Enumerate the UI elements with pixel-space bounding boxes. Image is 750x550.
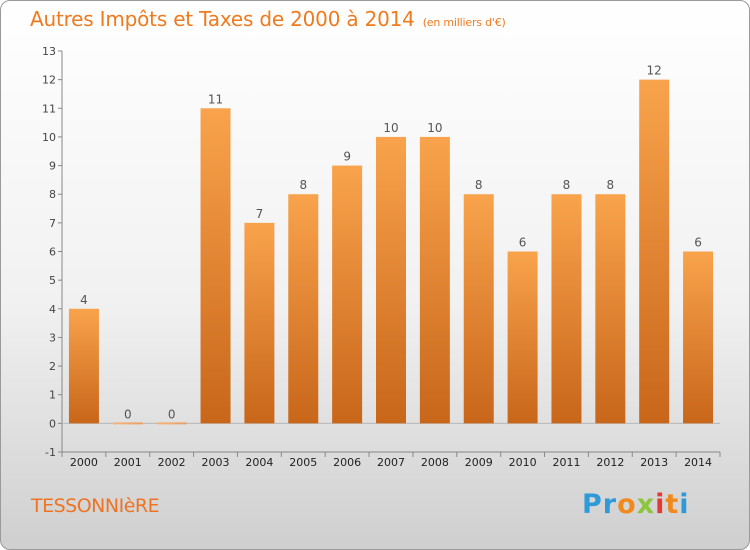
- data-label: 6: [519, 236, 527, 250]
- x-tick-label: 2007: [377, 456, 405, 469]
- x-tick-label: 2008: [421, 456, 449, 469]
- y-tick-label: 6: [49, 246, 56, 259]
- y-tick-label: 9: [49, 160, 56, 173]
- chart-labels: 4 2000 0 2001 0 2002 11 2003 7 2004 8 2005 9 2006 10 20…: [70, 64, 712, 469]
- x-tick-label: 2006: [333, 456, 361, 469]
- commune-name: TESSONNIèRE: [31, 495, 160, 517]
- title-text: Autres Impôts et Taxes de 2000 à 2014: [30, 7, 415, 31]
- y-tick-label: 1: [49, 389, 56, 402]
- data-label: 0: [168, 407, 176, 421]
- x-tick-label: 2014: [684, 456, 712, 469]
- data-label: 6: [694, 236, 702, 250]
- x-tick-label: 2004: [245, 456, 273, 469]
- x-tick-label: 2005: [289, 456, 317, 469]
- x-tick-label: 2013: [640, 456, 668, 469]
- chart-bars: [68, 79, 714, 425]
- data-label: 12: [647, 64, 662, 78]
- logo-letter: x: [636, 489, 656, 520]
- data-label: 10: [383, 121, 398, 135]
- x-tick-label: 2001: [114, 456, 142, 469]
- logo-letter: P: [582, 489, 603, 520]
- bar: [463, 194, 494, 424]
- bar: [68, 308, 99, 424]
- bar: [288, 194, 319, 424]
- bar: [419, 136, 450, 424]
- chart-title: Autres Impôts et Taxes de 2000 à 2014 (en…: [30, 7, 506, 31]
- bar: [332, 165, 363, 424]
- y-tick-label: 3: [49, 331, 56, 344]
- x-tick-label: 2011: [552, 456, 580, 469]
- data-label: 8: [299, 178, 307, 192]
- bar: [244, 222, 275, 424]
- x-tick-label: 2000: [70, 456, 98, 469]
- bar: [639, 79, 670, 424]
- logo-letter: t: [665, 489, 680, 520]
- y-tick-label: 4: [49, 303, 56, 316]
- data-label: 9: [343, 150, 351, 164]
- logo-letter: i: [679, 489, 690, 520]
- bar: [156, 422, 187, 425]
- logo-letter: r: [602, 489, 618, 520]
- bar: [376, 136, 406, 424]
- logo-letter: i: [655, 489, 666, 520]
- data-label: 7: [256, 207, 264, 221]
- y-tick-label: 11: [42, 102, 56, 115]
- bar: [507, 251, 538, 424]
- y-tick-label: 0: [49, 417, 56, 430]
- proxiti-logo[interactable]: Proxiti: [582, 489, 690, 520]
- x-tick-label: 2012: [596, 456, 624, 469]
- bar: [112, 422, 143, 425]
- data-label: 8: [563, 178, 571, 192]
- x-tick-label: 2003: [202, 456, 230, 469]
- title-unit: (en milliers d'€): [422, 16, 506, 29]
- y-tick-label: -1: [45, 446, 56, 459]
- bar: [200, 108, 231, 424]
- y-tick-label: 5: [49, 274, 56, 287]
- y-tick-label: 13: [42, 45, 56, 58]
- data-label: 0: [124, 407, 132, 421]
- y-tick-label: 12: [42, 74, 56, 87]
- y-tick-label: 10: [42, 131, 56, 144]
- logo-letter: o: [617, 489, 637, 520]
- data-label: 8: [475, 178, 483, 192]
- x-tick-label: 2010: [509, 456, 537, 469]
- data-label: 11: [208, 92, 223, 106]
- x-tick-label: 2009: [465, 456, 493, 469]
- bar: [551, 194, 582, 424]
- data-label: 8: [607, 178, 615, 192]
- y-tick-label: 7: [49, 217, 56, 230]
- data-label: 4: [80, 293, 88, 307]
- bar: [595, 194, 626, 424]
- bar: [683, 251, 714, 424]
- y-tick-label: 2: [49, 360, 56, 373]
- y-tick-label: 8: [49, 188, 56, 201]
- data-label: 10: [427, 121, 442, 135]
- x-tick-label: 2002: [158, 456, 186, 469]
